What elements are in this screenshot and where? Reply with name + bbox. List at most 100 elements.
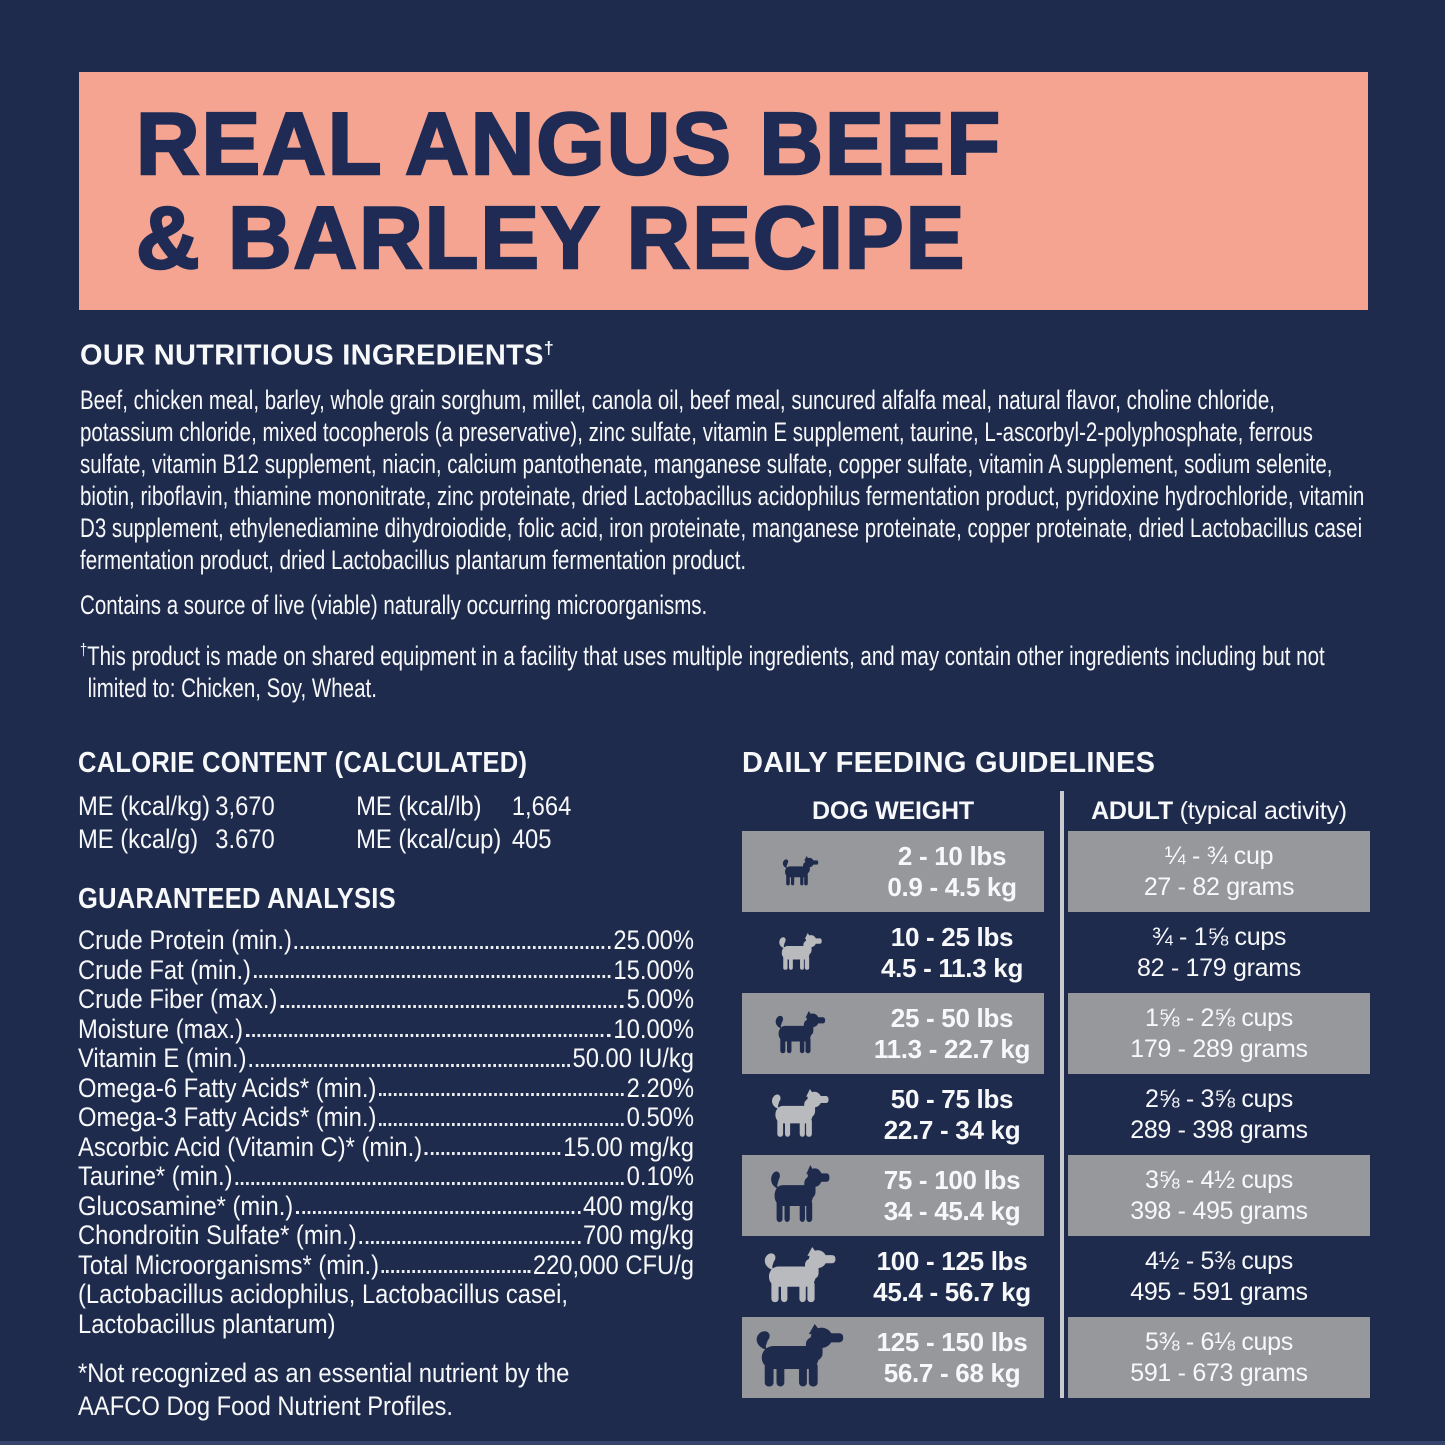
dagger-symbol: †: [543, 338, 555, 358]
amount-grams: 398 - 495 grams: [1130, 1196, 1308, 1225]
feeding-amount-cell: 2⅝ - 3⅝ cups 289 - 398 grams: [1068, 1074, 1370, 1155]
feeding-row: 50 - 75 lbs 22.7 - 34 kg 2⅝ - 3⅝ cups 28…: [742, 1074, 1370, 1155]
dotted-leader: [235, 1181, 624, 1185]
weight-lbs: 50 - 75 lbs: [890, 1083, 1014, 1114]
analysis-value: 700 mg/kg: [583, 1220, 694, 1250]
analysis-label: Omega-3 Fatty Acids* (min.): [78, 1102, 377, 1132]
analysis-row: Taurine* (min.) 0.10%: [78, 1161, 694, 1192]
aafco-footnote-line: AAFCO Dog Food Nutrient Profiles.: [78, 1391, 454, 1421]
feeding-guidelines-table: DOG WEIGHT ADULT (typical activity) 2 - …: [742, 791, 1370, 1398]
weight-kg: 22.7 - 34 kg: [883, 1114, 1021, 1145]
weight-kg: 56.7 - 68 kg: [883, 1357, 1021, 1388]
dotted-leader: [249, 1063, 570, 1067]
weight-lbs: 2 - 10 lbs: [897, 840, 1007, 871]
guaranteed-analysis-table: Crude Protein (min.) 25.00% Crude Fat (m…: [78, 925, 694, 1339]
calorie-label: ME (kcal/cup): [356, 824, 502, 854]
weight-kg: 34 - 45.4 kg: [883, 1195, 1021, 1226]
dotted-leader: [424, 1152, 561, 1155]
analysis-label: Total Microorganisms* (min.): [78, 1249, 380, 1280]
dotted-leader: [359, 1240, 581, 1244]
analysis-value: 15.00 mg/kg: [563, 1131, 694, 1162]
product-title-line1: REAL ANGUS BEEF: [135, 94, 1003, 193]
product-title-banner: REAL ANGUS BEEF & BARLEY RECIPE: [79, 72, 1368, 310]
analysis-row: Crude Fiber (max.) 5.00%: [78, 984, 694, 1015]
amount-cups: 2⅝ - 3⅝ cups: [1145, 1084, 1293, 1113]
analysis-row: Glucosamine* (min.) 400 mg/kg: [78, 1190, 694, 1222]
analysis-value: 2.20%: [626, 1072, 694, 1103]
dog-weight-cell: 25 - 50 lbs 11.3 - 22.7 kg: [742, 993, 1044, 1074]
amount-cups: ¾ - 1⅝ cups: [1151, 922, 1287, 951]
feeding-amount-cell: 5⅜ - 6⅛ cups 591 - 673 grams: [1068, 1317, 1370, 1398]
amount-grams: 495 - 591 grams: [1130, 1277, 1308, 1306]
amount-grams: 27 - 82 grams: [1143, 872, 1295, 901]
dog-weight-cell: 125 - 150 lbs 56.7 - 68 kg: [742, 1317, 1044, 1398]
weight-kg: 0.9 - 4.5 kg: [887, 871, 1017, 902]
calorie-label: ME (kcal/lb): [356, 791, 482, 821]
feeding-row: 125 - 150 lbs 56.7 - 68 kg 5⅜ - 6⅛ cups …: [742, 1317, 1370, 1398]
pit-bull-icon: [742, 1088, 860, 1141]
column-header-adult-note: (typical activity): [1172, 796, 1347, 825]
analysis-value: 0.10%: [626, 1161, 694, 1191]
calorie-value: 1,664: [511, 791, 572, 821]
calorie-block-metric: ME (kcal/kg) 3,670 ME (kcal/g) 3.670: [78, 790, 356, 856]
newfoundland-icon: [742, 1323, 860, 1392]
amount-cups: 4½ - 5⅜ cups: [1145, 1246, 1293, 1275]
great-dane-icon: [742, 1164, 860, 1227]
analysis-value: 50.00 IU/kg: [572, 1043, 694, 1073]
weight-lbs: 125 - 150 lbs: [876, 1326, 1028, 1357]
analysis-row: Crude Protein (min.) 25.00%: [78, 925, 694, 956]
amount-cups: 3⅝ - 4½ cups: [1145, 1165, 1293, 1194]
guaranteed-analysis-heading: GUARANTEED ANALYSIS: [78, 883, 396, 915]
analysis-value: 15.00%: [613, 954, 694, 985]
calorie-value: 3,670: [215, 791, 275, 821]
dotted-leader: [280, 1004, 624, 1008]
analysis-row: Total Microorganisms* (min.) 220,000 CFU…: [78, 1249, 694, 1281]
column-header-dog-weight: DOG WEIGHT: [812, 796, 974, 825]
analysis-label: Crude Fiber (max.): [78, 984, 278, 1014]
feeding-amount-cell: ¾ - 1⅝ cups 82 - 179 grams: [1068, 912, 1370, 993]
analysis-label: Chondroitin Sulfate* (min.): [78, 1220, 357, 1250]
analysis-row: Ascorbic Acid (Vitamin C)* (min.) 15.00 …: [78, 1131, 694, 1163]
dagger-symbol: †: [80, 639, 88, 659]
french-bulldog-icon: [742, 932, 860, 973]
column-header-adult-bold: ADULT: [1091, 796, 1173, 825]
analysis-row: Crude Fat (min.) 15.00%: [78, 954, 694, 986]
feeding-table-header: DOG WEIGHT ADULT (typical activity): [742, 791, 1370, 831]
microorganisms-note: Contains a source of live (viable) natur…: [80, 589, 708, 620]
analysis-label: Omega-6 Fatty Acids* (min.): [78, 1072, 377, 1103]
amount-cups: ¼ - ¾ cup: [1164, 841, 1274, 870]
analysis-value: 10.00%: [613, 1013, 694, 1044]
calorie-value: 405: [511, 824, 552, 854]
feeding-table-body: 2 - 10 lbs 0.9 - 4.5 kg ¼ - ¾ cup 27 - 8…: [742, 831, 1370, 1398]
dotted-leader: [379, 1122, 624, 1126]
calorie-block-imperial: ME (kcal/lb) 1,664 ME (kcal/cup) 405: [356, 790, 571, 856]
column-divider: [1060, 791, 1064, 1398]
dotted-leader: [381, 1270, 531, 1273]
feeding-row: 75 - 100 lbs 34 - 45.4 kg 3⅝ - 4½ cups 3…: [742, 1155, 1370, 1236]
feeding-amount-cell: 4½ - 5⅜ cups 495 - 591 grams: [1068, 1236, 1370, 1317]
analysis-label: Vitamin E (min.): [78, 1043, 247, 1073]
column-header-adult: ADULT (typical activity): [1068, 797, 1370, 826]
amount-grams: 179 - 289 grams: [1130, 1034, 1308, 1063]
analysis-value: 400 mg/kg: [583, 1190, 694, 1221]
weight-kg: 11.3 - 22.7 kg: [873, 1033, 1031, 1064]
feeding-amount-cell: 1⅝ - 2⅝ cups 179 - 289 grams: [1068, 993, 1370, 1074]
guaranteed-analysis-section: GUARANTEED ANALYSIS Crude Protein (min.)…: [78, 883, 694, 1423]
weight-lbs: 75 - 100 lbs: [883, 1164, 1021, 1195]
analysis-value: 220,000 CFU/g: [532, 1249, 694, 1280]
calorie-label: ME (kcal/kg): [78, 791, 211, 821]
analysis-label: Taurine* (min.): [78, 1161, 233, 1191]
weight-kg: 45.4 - 56.7 kg: [873, 1276, 1031, 1307]
weight-kg: 4.5 - 11.3 kg: [880, 952, 1024, 983]
dotted-leader: [379, 1093, 624, 1096]
analysis-value: 25.00%: [613, 925, 694, 955]
weight-lbs: 10 - 25 lbs: [890, 921, 1014, 952]
ingredients-heading-text: OUR NUTRITIOUS INGREDIENTS: [80, 339, 544, 372]
calorie-content-table: ME (kcal/kg) 3,670 ME (kcal/g) 3.670 ME …: [78, 790, 694, 856]
dog-weight-cell: 10 - 25 lbs 4.5 - 11.3 kg: [742, 912, 1044, 993]
dog-weight-cell: 75 - 100 lbs 34 - 45.4 kg: [742, 1155, 1044, 1236]
analysis-value: 0.50%: [626, 1102, 694, 1132]
calorie-content-heading: CALORIE CONTENT (CALCULATED): [78, 747, 528, 779]
feeding-row: 25 - 50 lbs 11.3 - 22.7 kg 1⅝ - 2⅝ cups …: [742, 993, 1370, 1074]
analysis-row: Chondroitin Sulfate* (min.) 700 mg/kg: [78, 1220, 694, 1251]
